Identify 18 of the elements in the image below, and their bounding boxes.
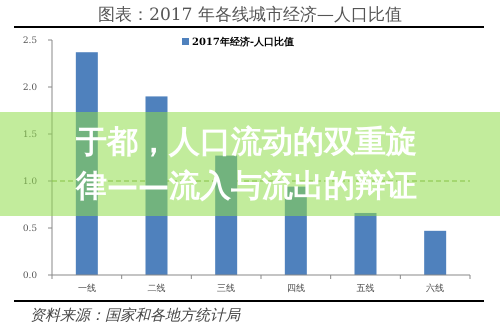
x-tick-label: 五线 [356, 283, 374, 294]
y-tick-label: 1.5 [22, 130, 38, 140]
x-tick-label: 三线 [217, 283, 236, 294]
y-tick-label: 2.0 [22, 83, 38, 93]
bar [354, 212, 376, 275]
y-tick-label: 0.0 [22, 271, 38, 281]
chart-title: 图表：2017 年各线城市经济—人口比值 [98, 5, 402, 25]
x-tick-label: 六线 [426, 283, 444, 294]
y-tick-label: 0.5 [22, 224, 38, 234]
legend: 2017年经济-人口比值 [182, 37, 294, 48]
x-tick-label: 二线 [148, 283, 166, 294]
y-tick-label: 2.5 [22, 36, 38, 46]
x-tick-label: 四线 [286, 283, 305, 294]
legend-label: 2017年经济-人口比值 [192, 36, 294, 48]
text: 资料来源：国家和各地方统计局 [30, 306, 241, 324]
y-tick-label: 1.0 [22, 177, 38, 187]
bar [424, 230, 446, 275]
x-tick-label: 一线 [78, 283, 96, 294]
